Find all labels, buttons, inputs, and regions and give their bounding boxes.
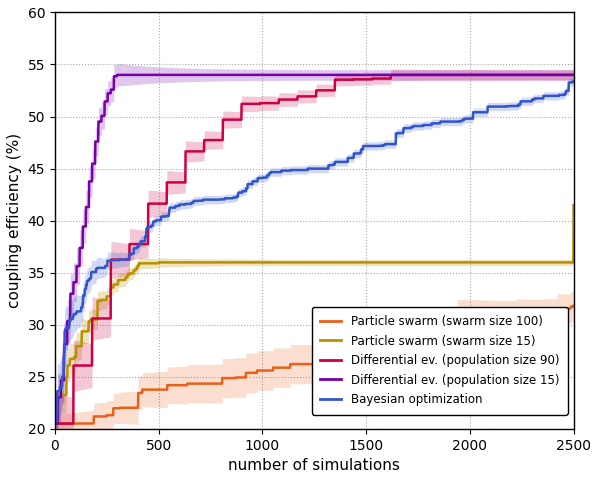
X-axis label: number of simulations: number of simulations	[228, 458, 400, 473]
Y-axis label: coupling efficiency (%): coupling efficiency (%)	[7, 133, 22, 308]
Legend: Particle swarm (swarm size 100), Particle swarm (swarm size 15), Differential ev: Particle swarm (swarm size 100), Particl…	[312, 307, 568, 415]
